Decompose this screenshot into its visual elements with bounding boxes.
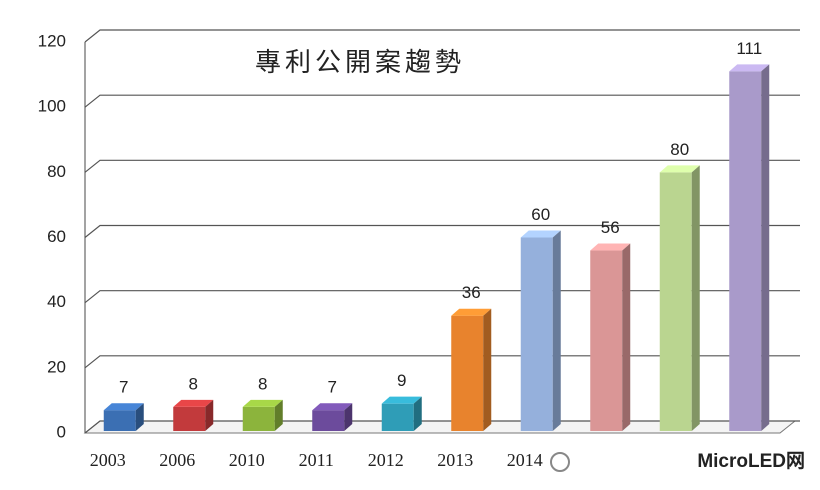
grid-line bbox=[84, 224, 800, 238]
bar-side bbox=[205, 399, 214, 431]
value-label: 8 bbox=[258, 374, 267, 393]
value-label: 9 bbox=[397, 371, 406, 390]
y-tick-label: 20 bbox=[47, 357, 66, 376]
bar bbox=[520, 237, 553, 431]
bar-top bbox=[590, 243, 631, 251]
grid-line bbox=[84, 420, 800, 434]
bar bbox=[381, 403, 414, 431]
y-tick-label: 0 bbox=[57, 422, 66, 441]
x-tick-label: 2011 bbox=[299, 450, 334, 470]
grid-line bbox=[84, 94, 800, 108]
y-tick-label: 100 bbox=[38, 97, 66, 116]
bar-top bbox=[729, 64, 770, 72]
bar-side bbox=[483, 308, 492, 431]
bar-side bbox=[274, 399, 283, 431]
x-tick-label: 2010 bbox=[229, 450, 265, 470]
bar-side bbox=[413, 396, 422, 431]
x-tick-label: 2013 bbox=[437, 450, 473, 470]
chart-title: 專利公開案趨勢 bbox=[255, 48, 465, 78]
x-tick-label: 2012 bbox=[368, 450, 404, 470]
x-tick-label: 2003 bbox=[90, 450, 126, 470]
value-label: 111 bbox=[736, 39, 762, 58]
bar-top bbox=[242, 399, 283, 407]
x-tick-label: 2014 bbox=[507, 450, 543, 470]
value-label: 60 bbox=[531, 205, 550, 224]
bar-side bbox=[761, 64, 770, 431]
bar bbox=[103, 410, 136, 431]
watermark-icon bbox=[550, 452, 570, 472]
value-label: 56 bbox=[601, 218, 620, 237]
grid-line bbox=[84, 29, 800, 43]
value-label: 8 bbox=[189, 374, 198, 393]
bar bbox=[729, 71, 762, 431]
bar-top bbox=[451, 308, 492, 316]
bar bbox=[173, 406, 206, 431]
y-tick-label: 120 bbox=[38, 31, 66, 50]
bar bbox=[242, 406, 275, 431]
bar-top bbox=[173, 399, 214, 407]
value-label: 7 bbox=[328, 378, 337, 397]
bar-side bbox=[135, 403, 144, 431]
bar-top bbox=[659, 165, 700, 173]
grid-line bbox=[84, 355, 800, 369]
bar-side bbox=[622, 243, 631, 431]
grid-line bbox=[84, 159, 800, 173]
y-tick-label: 40 bbox=[47, 292, 66, 311]
bar-top bbox=[103, 403, 144, 411]
bar-top bbox=[312, 403, 353, 411]
watermark-backdrop bbox=[545, 448, 810, 478]
bar-side bbox=[552, 230, 561, 431]
bar-side bbox=[344, 403, 353, 431]
value-label: 7 bbox=[119, 378, 128, 397]
bar bbox=[659, 172, 692, 432]
value-label: 36 bbox=[462, 283, 481, 302]
bar bbox=[451, 315, 484, 431]
y-tick-label: 80 bbox=[47, 162, 66, 181]
grid-line bbox=[84, 290, 800, 304]
bar-top bbox=[381, 396, 422, 404]
x-tick-label: 2006 bbox=[159, 450, 195, 470]
bar bbox=[312, 410, 345, 431]
value-label: 80 bbox=[670, 140, 689, 159]
watermark: MicroLED网 bbox=[697, 451, 805, 472]
bar bbox=[590, 250, 623, 431]
y-tick-label: 60 bbox=[47, 227, 66, 246]
bar-top bbox=[520, 230, 561, 238]
bar-side bbox=[691, 165, 700, 432]
